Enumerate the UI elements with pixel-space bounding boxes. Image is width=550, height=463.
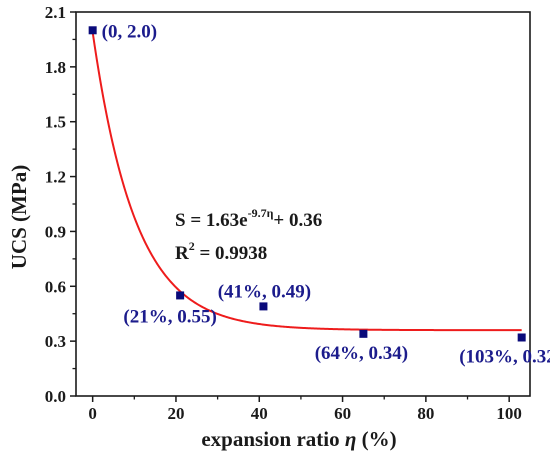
y-tick-label: 0.3 [45, 332, 66, 351]
data-point [259, 302, 268, 311]
fit-equation-tail: + 0.36 [273, 210, 322, 231]
x-axis-title-prefix: expansion ratio [201, 427, 345, 451]
x-axis-title-symbol: η [345, 427, 357, 451]
x-axis-title-suffix: (%) [356, 427, 396, 451]
fit-equation-exponent: -9.7η [248, 206, 274, 220]
data-point-label: (41%, 0.49) [218, 281, 311, 302]
y-axis-title: UCS (MPa) [7, 165, 31, 269]
x-tick-label: 60 [334, 404, 351, 423]
data-point-label: (103%, 0.32) [459, 346, 550, 367]
y-axis: 0.0 0.3 0.6 0.9 1.2 1.5 1.8 2.1 [45, 3, 76, 406]
x-tick-label: 0 [88, 404, 97, 423]
x-tick-label: 80 [417, 404, 434, 423]
x-tick-label: 40 [251, 404, 268, 423]
data-point [359, 329, 368, 338]
data-point-label: (21%, 0.55) [123, 306, 216, 327]
fit-equation-main: S = 1.63e [175, 210, 248, 231]
point-labels: (0, 2.0) (21%, 0.55)(41%, 0.49) (64%, 0.34… [102, 21, 550, 367]
fit-curve [91, 31, 522, 332]
y-tick-label: 0.9 [45, 222, 66, 241]
y-tick-label: 0.0 [45, 387, 66, 406]
fit-equation: S = 1.63e-9.7η+ 0.36 [175, 206, 322, 231]
plot-frame [75, 11, 531, 397]
r-squared-prefix: R [175, 243, 189, 264]
data-point [176, 291, 185, 300]
fit-r-squared: R2 = 0.9938 [175, 239, 267, 264]
r-squared-power: 2 [189, 239, 195, 253]
data-point [88, 26, 97, 35]
x-axis-title: expansion ratio η (%) [201, 427, 396, 451]
data-point-label: (64%, 0.34) [315, 343, 408, 364]
x-axis: 0 20 40 60 80 100 [88, 396, 522, 423]
data-points [88, 26, 526, 342]
y-tick-label: 1.5 [45, 113, 66, 132]
data-point [517, 333, 526, 342]
y-tick-label: 2.1 [45, 3, 66, 22]
x-tick-label: 20 [167, 404, 184, 423]
r-squared-value: = 0.9938 [195, 243, 268, 264]
y-tick-label: 0.6 [45, 277, 66, 296]
y-tick-label: 1.2 [45, 168, 66, 187]
y-tick-label: 1.8 [45, 58, 66, 77]
x-tick-label: 100 [496, 404, 522, 423]
data-point-label: (0, 2.0) [102, 21, 157, 42]
